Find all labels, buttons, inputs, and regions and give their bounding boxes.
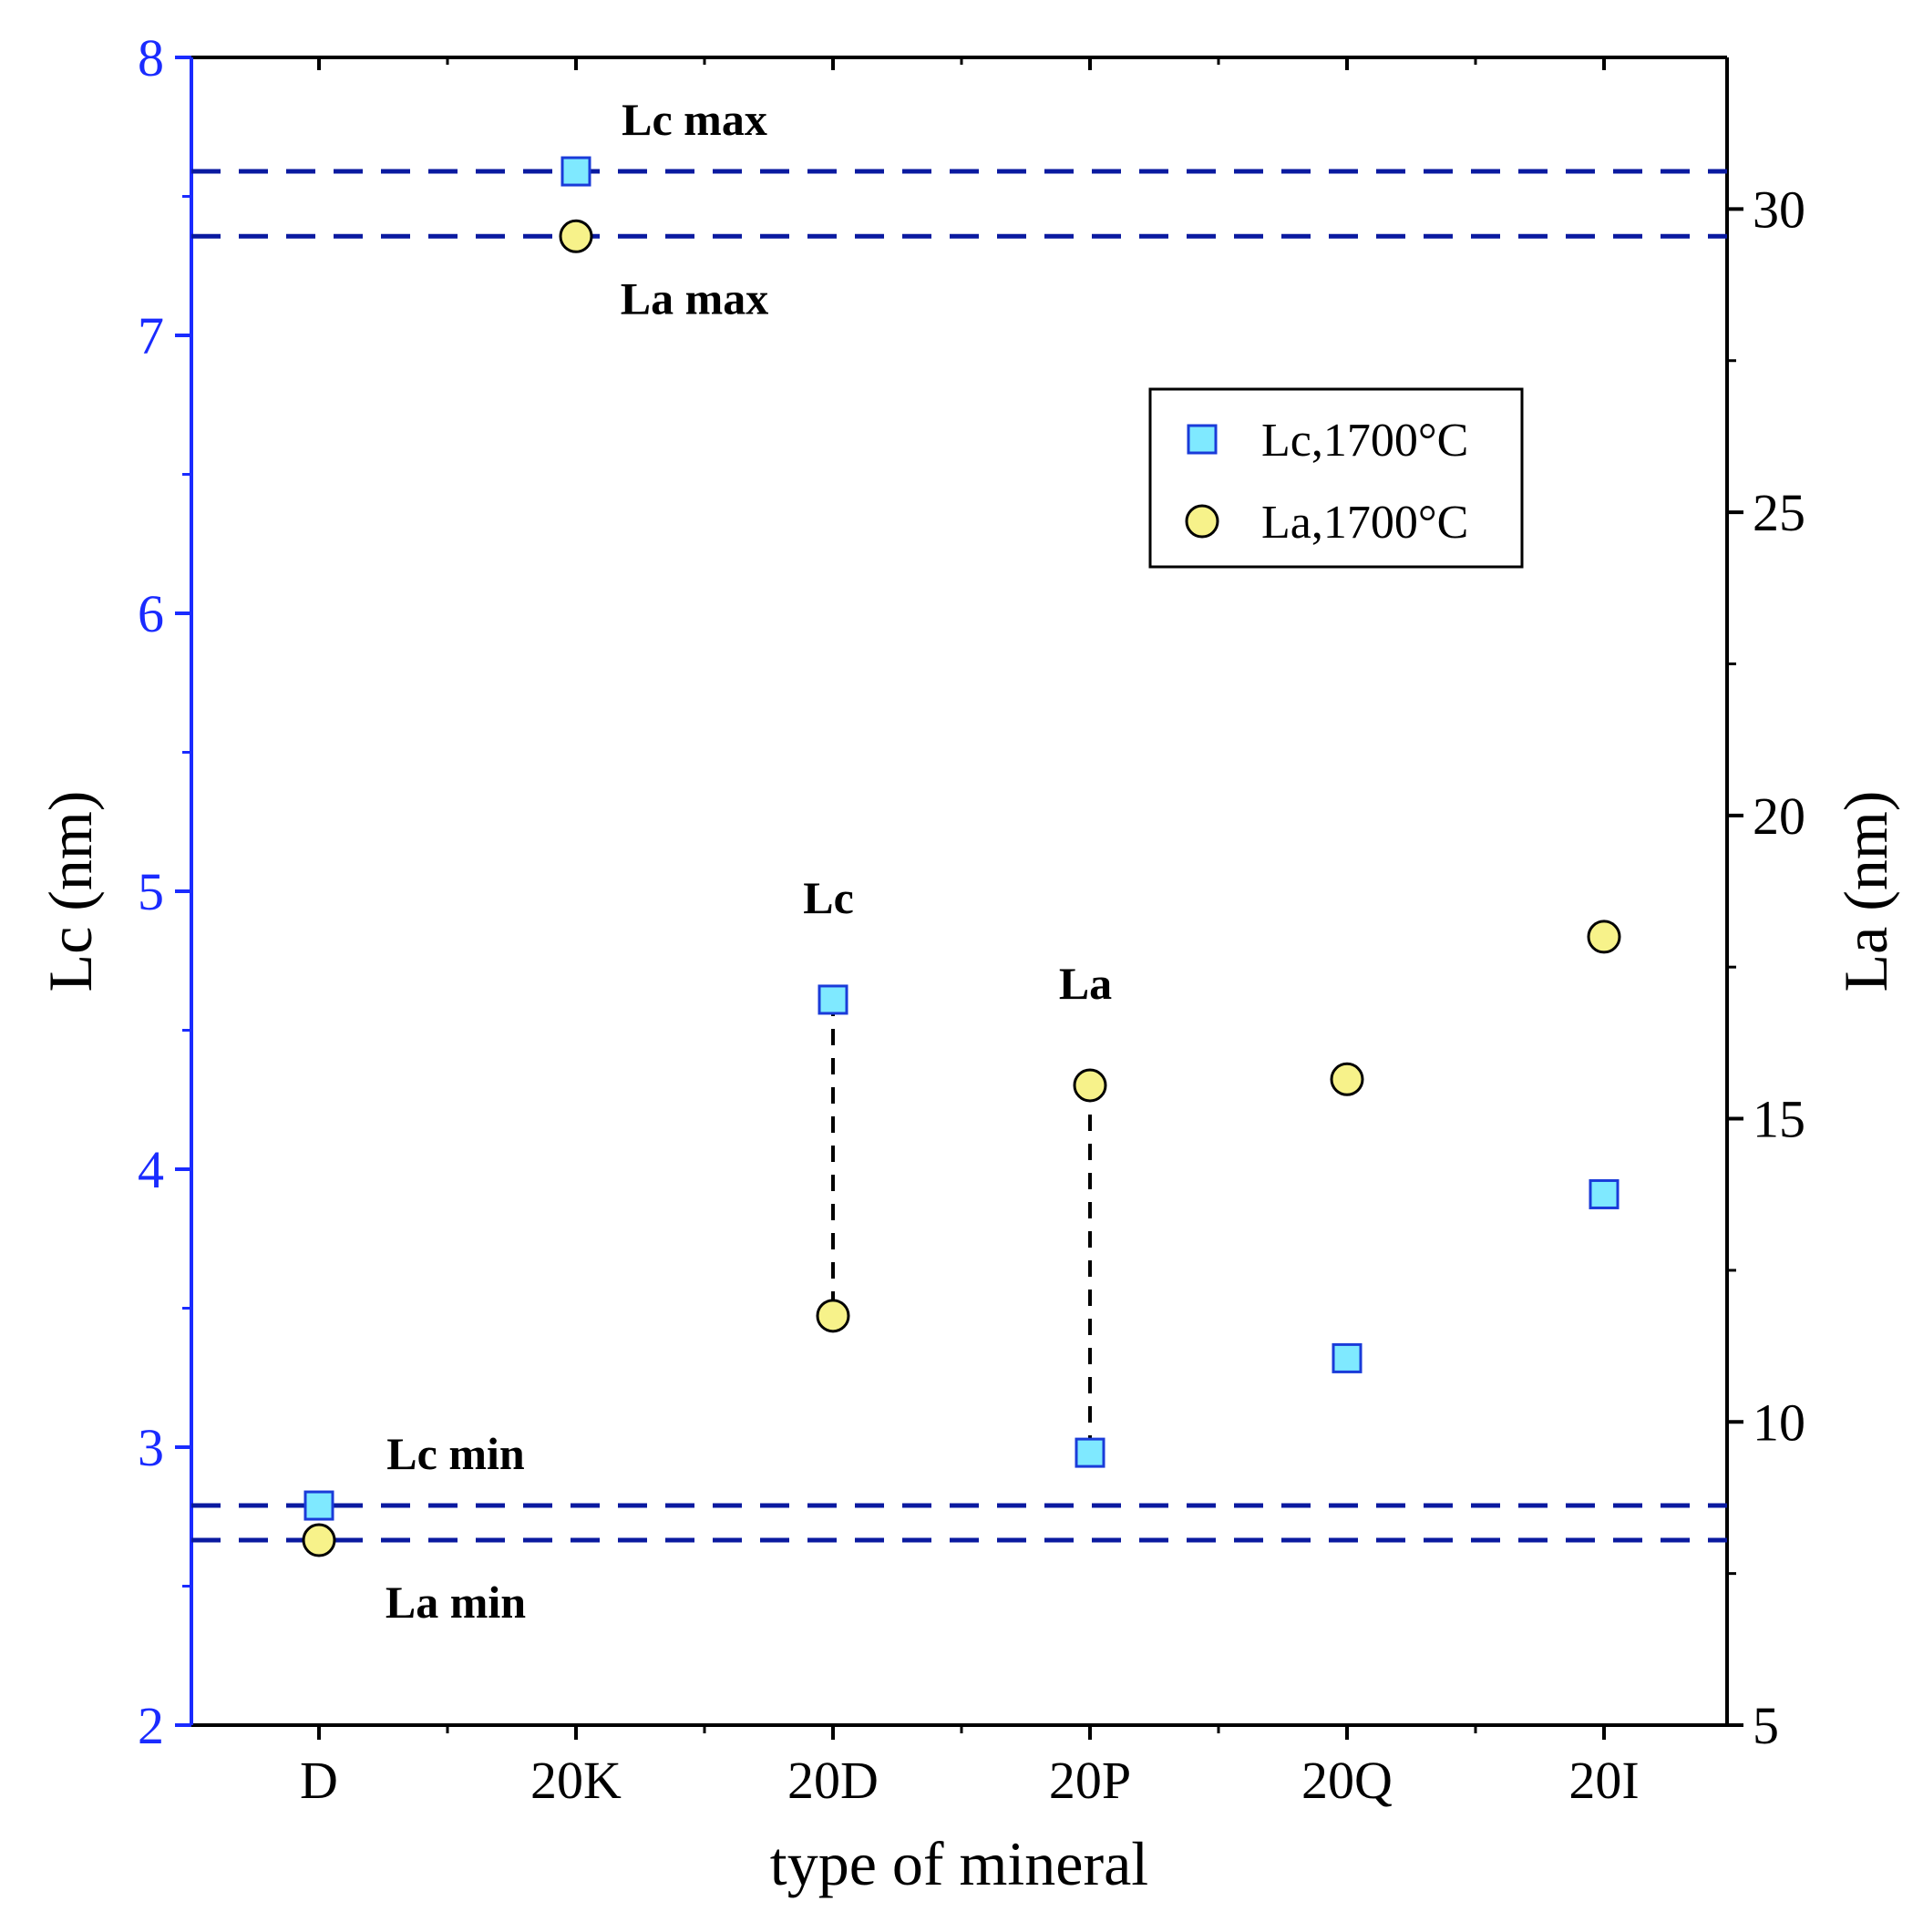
lc-data-point [1075,1437,1105,1468]
legend-square-marker [1187,424,1218,455]
x-axis-title: type of mineral [770,1829,1148,1898]
lc-data-point [560,156,591,187]
reference-line-label: Lc min [386,1428,525,1479]
right-axis-tick-label: 30 [1753,180,1805,239]
left-axis-tick-label: 6 [138,584,164,643]
x-axis-tick-label: 20Q [1301,1751,1393,1810]
la-data-point [1587,920,1621,954]
legend-entry-label: La,1700°C [1261,497,1468,549]
connector-label: La [1059,958,1112,1009]
right-axis-tick-label: 10 [1753,1392,1805,1452]
legend-circle-marker [1185,504,1219,539]
legend-box [1148,387,1524,569]
connector-label: Lc [803,872,854,923]
left-axis-tick-label: 4 [138,1140,164,1199]
right-axis-title: La (nm) [1831,791,1900,992]
x-axis-tick-label: 20K [530,1751,622,1810]
x-axis-tick-label: 20I [1568,1751,1639,1810]
la-data-point [1073,1068,1107,1103]
right-axis-tick-label: 25 [1753,483,1805,542]
left-axis-tick-label: 2 [138,1696,164,1755]
left-axis-tick-label: 3 [138,1418,164,1477]
right-axis-tick-label: 5 [1753,1696,1779,1755]
la-data-point [816,1299,850,1333]
left-axis-tick-label: 5 [138,862,164,921]
reference-line-label: La min [386,1577,526,1628]
left-axis-tick-label: 8 [138,28,164,87]
lc-data-point [303,1490,334,1521]
x-axis-tick-label: 20D [787,1751,879,1810]
la-data-point [559,219,593,253]
la-data-point [302,1523,336,1557]
reference-line-label: Lc max [622,94,767,145]
left-axis-title: Lc (nm) [36,791,105,992]
left-axis-tick-label: 7 [138,306,164,365]
reference-line-label: La max [621,272,769,324]
legend-entry-label: Lc,1700°C [1261,415,1468,467]
lc-data-point [1332,1342,1363,1373]
right-axis-tick-label: 15 [1753,1090,1805,1149]
right-axis-tick-label: 20 [1753,786,1805,846]
la-data-point [1330,1062,1364,1096]
lc-data-point [818,984,848,1015]
x-axis-tick-label: 20P [1049,1751,1131,1810]
lc-data-point [1589,1178,1620,1209]
x-axis-tick-label: D [300,1751,338,1810]
